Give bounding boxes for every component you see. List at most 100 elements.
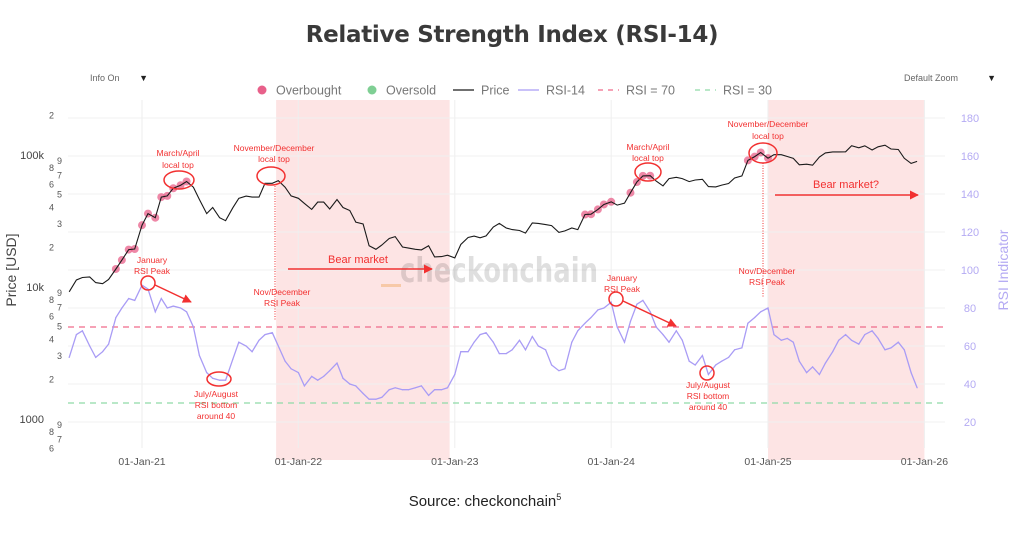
rsi-point (134, 299, 136, 301)
rsi-point (128, 297, 130, 300)
annotation-nov-dec-2021-rsi: Nov/December RSI Peak (254, 287, 311, 308)
rsi-point (388, 389, 390, 391)
rsi-point (747, 322, 749, 324)
info-dropdown[interactable]: Info On ▼ (84, 68, 154, 88)
x-tick-label: 01-Jan-23 (431, 456, 478, 468)
rsi-point (101, 351, 104, 353)
rsi-point (655, 326, 657, 328)
rsi-point (245, 345, 247, 347)
price-tick-label: 3 (57, 219, 62, 229)
price-tick-label: 10k (26, 282, 44, 294)
rsi-point (505, 353, 507, 355)
price-tick-label: 4 (49, 203, 54, 213)
rsi-point (916, 387, 918, 389)
triangle-down-icon: ▼ (987, 73, 996, 83)
rsi-point (760, 311, 762, 313)
rsi-point (238, 341, 240, 343)
legend-label: RSI = 70 (626, 84, 675, 98)
price-tick-label: 5 (57, 190, 62, 200)
zoom-dropdown-label: Default Zoom (904, 73, 959, 83)
x-tick-label: 01-Jan-26 (901, 456, 948, 468)
rsi-point (224, 379, 227, 381)
rsi-point (375, 398, 377, 400)
rsi-point (681, 339, 683, 341)
rsi-point (844, 334, 847, 336)
rsi-point (355, 385, 357, 387)
annotation-jul-aug-2024-rsi: July/August RSI bottom around 40 (686, 380, 731, 412)
rsi-point (290, 368, 292, 370)
rsi-point (232, 358, 234, 360)
annotation-jan-2024-rsi: January RSI Peak (604, 273, 641, 294)
legend-label: Price (481, 84, 510, 98)
rsi-point (524, 349, 527, 351)
rsi-tick-label: 160 (961, 151, 979, 163)
rsi-point (454, 373, 456, 376)
rsi-point (668, 341, 670, 343)
x-tick-label: 01-Jan-21 (118, 456, 165, 468)
price-tick-label: 2 (49, 374, 54, 384)
rsi-point (649, 311, 651, 313)
price-tick-label: 2 (49, 242, 54, 252)
source-caption: Source: checkonchain5 (0, 492, 970, 510)
rsi-point (81, 330, 84, 332)
rsi-point (838, 339, 840, 341)
annotation-nov-dec-2024-rsi: Nov/December RSI Peak (739, 266, 796, 287)
rsi-point (629, 320, 632, 322)
rsi-tick-label: 100 (961, 265, 979, 277)
legend-label: RSI-14 (546, 84, 585, 98)
price-tick-label: 6 (49, 311, 54, 321)
price-tick-label: 7 (57, 302, 62, 312)
rsi-tick-label: 60 (964, 341, 976, 353)
annotation-mar-apr-2021: March/April local top (157, 148, 200, 170)
rsi-point (394, 387, 396, 389)
zoom-dropdown[interactable]: Default Zoom ▼ (898, 68, 1002, 88)
rsi-point (206, 372, 208, 374)
rsi-point (773, 334, 775, 336)
rsi-point (192, 326, 195, 328)
price-tick-label: 8 (49, 163, 54, 173)
rsi-tick-label: 180 (961, 113, 979, 125)
rsi-point (349, 383, 351, 385)
rsi-point (636, 303, 638, 305)
rsi-point (323, 375, 325, 377)
rsi-point (166, 307, 168, 309)
price-tick-label: 4 (49, 335, 54, 345)
rsi-point (473, 341, 475, 343)
rsi-point (767, 307, 769, 309)
rsi-point (675, 330, 677, 332)
price-tick-label: 2 (49, 110, 54, 120)
rsi-point (467, 351, 469, 353)
rsi-point (160, 297, 162, 300)
rsi-point (342, 377, 344, 379)
rsi-point (662, 334, 664, 336)
highlight-ellipse (634, 162, 662, 182)
rsi-point (154, 311, 156, 313)
annotation-jan-2021-rsi: January RSI Peak (134, 255, 171, 276)
rsi-point (616, 326, 618, 328)
rsi-point (910, 372, 912, 374)
rsi-point (317, 379, 319, 381)
rsi-point (818, 373, 821, 376)
arrow (154, 284, 192, 303)
rsi-point (271, 332, 273, 334)
rsi-point (428, 394, 430, 396)
rsi-point (434, 389, 436, 391)
rsi-point (107, 343, 110, 345)
rsi-tick-label: 120 (961, 227, 979, 239)
rsi-tick-label: 140 (961, 189, 979, 201)
rsi-point (284, 360, 286, 362)
rsi-point (95, 356, 97, 358)
rsi-point (903, 349, 905, 351)
price-tick-label: 5 (57, 322, 62, 332)
rsi-point (721, 360, 723, 362)
annotation-nov-dec-2024: November/December local top (728, 119, 809, 141)
rsi-point (864, 334, 866, 336)
x-tick-label: 01-Jan-24 (588, 456, 635, 468)
rsi-point (590, 316, 592, 319)
watermark-dash (381, 284, 401, 287)
annotation-bear-market-question: Bear market? (813, 179, 879, 191)
price-tick-label: 9 (57, 288, 62, 298)
annotation-mar-apr-2024: March/April local top (627, 142, 670, 163)
price-tick-label: 9 (57, 156, 62, 166)
highlight-circle (699, 365, 715, 381)
